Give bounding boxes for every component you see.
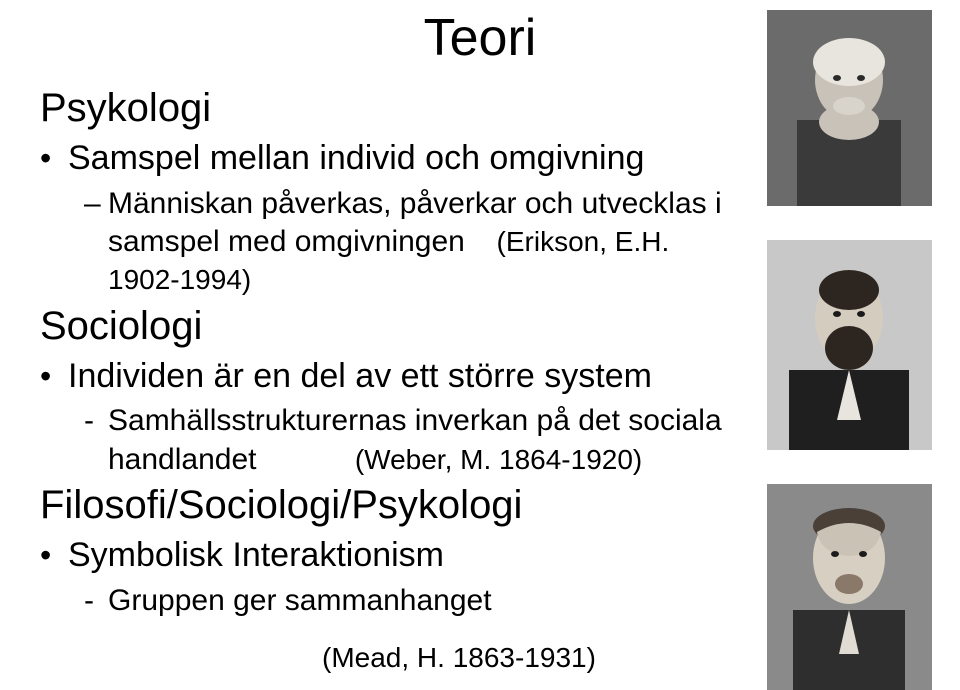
bullet-sociologi: • Individen är en del av ett större syst… — [40, 355, 740, 399]
bullet-psykologi: • Samspel mellan individ och omgivning — [40, 137, 740, 181]
portraits-column — [767, 10, 932, 690]
sub-bullet-sociologi: - Samhällsstrukturernas inverkan på det … — [84, 402, 740, 479]
sub-bullet-filosofi: - Gruppen ger sammanhanget — [84, 582, 740, 620]
person-icon — [767, 240, 932, 450]
citation-weber: (Weber, M. 1864-1920) — [355, 442, 642, 478]
sub-bullet-text: Människan påverkas, påverkar och utveckl… — [108, 185, 740, 300]
person-icon — [767, 10, 932, 206]
bullet-marker-icon: • — [40, 534, 68, 577]
sub-bullet-text: Gruppen ger sammanhanget — [108, 582, 740, 620]
portrait-mead — [767, 484, 932, 690]
heading-sociologi: Sociologi — [40, 304, 740, 349]
bullet-text: Individen är en del av ett större system — [68, 355, 740, 399]
dash-marker-icon: - — [84, 402, 108, 440]
sub-bullet-psykologi: – Människan påverkas, påverkar och utvec… — [84, 185, 740, 300]
heading-filosofi: Filosofi/Sociologi/Psykologi — [40, 483, 740, 528]
bullet-filosofi: • Symbolisk Interaktionism — [40, 534, 740, 578]
person-icon — [767, 484, 932, 690]
bullet-marker-icon: • — [40, 355, 68, 398]
slide: Teori Psykologi • Samspel mellan individ… — [0, 0, 960, 690]
dash-marker-icon: - — [84, 582, 108, 620]
content-area: Psykologi • Samspel mellan individ och o… — [40, 80, 740, 622]
portrait-weber — [767, 240, 932, 450]
heading-psykologi: Psykologi — [40, 86, 740, 131]
citation-mead: (Mead, H. 1863-1931) — [322, 642, 596, 674]
bullet-text: Symbolisk Interaktionism — [68, 534, 740, 578]
sub-bullet-text: Samhällsstrukturernas inverkan på det so… — [108, 402, 740, 479]
dash-marker-icon: – — [84, 185, 108, 223]
bullet-marker-icon: • — [40, 137, 68, 180]
bullet-text: Samspel mellan individ och omgivning — [68, 137, 740, 181]
portrait-erikson — [767, 10, 932, 206]
